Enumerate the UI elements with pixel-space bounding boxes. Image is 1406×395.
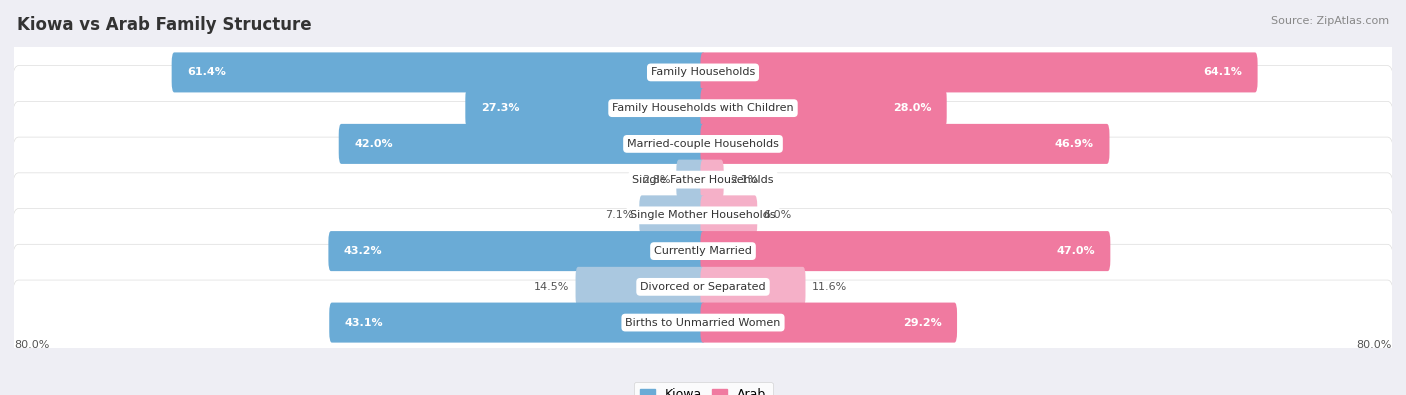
FancyBboxPatch shape [11,30,1395,115]
Text: Source: ZipAtlas.com: Source: ZipAtlas.com [1271,16,1389,26]
FancyBboxPatch shape [329,231,706,271]
FancyBboxPatch shape [676,160,706,199]
Text: 7.1%: 7.1% [605,211,633,220]
FancyBboxPatch shape [329,303,706,342]
Text: Currently Married: Currently Married [654,246,752,256]
FancyBboxPatch shape [11,137,1395,222]
Text: Divorced or Separated: Divorced or Separated [640,282,766,292]
Text: 43.2%: 43.2% [344,246,382,256]
Text: 80.0%: 80.0% [1357,340,1392,350]
Text: 28.0%: 28.0% [893,103,931,113]
FancyBboxPatch shape [700,160,724,199]
Legend: Kiowa, Arab: Kiowa, Arab [634,382,772,395]
Text: 64.1%: 64.1% [1204,68,1241,77]
FancyBboxPatch shape [575,267,706,307]
FancyBboxPatch shape [11,102,1395,186]
Text: 47.0%: 47.0% [1056,246,1095,256]
FancyBboxPatch shape [11,173,1395,258]
FancyBboxPatch shape [640,196,706,235]
Text: 2.8%: 2.8% [641,175,671,184]
Text: 80.0%: 80.0% [14,340,49,350]
Text: Family Households with Children: Family Households with Children [612,103,794,113]
FancyBboxPatch shape [11,209,1395,293]
FancyBboxPatch shape [700,196,758,235]
Text: 43.1%: 43.1% [344,318,384,327]
FancyBboxPatch shape [700,53,1257,92]
Text: 42.0%: 42.0% [354,139,392,149]
FancyBboxPatch shape [700,88,946,128]
Text: Kiowa vs Arab Family Structure: Kiowa vs Arab Family Structure [17,16,312,34]
FancyBboxPatch shape [700,231,1111,271]
FancyBboxPatch shape [172,53,706,92]
FancyBboxPatch shape [339,124,706,164]
Text: Single Mother Households: Single Mother Households [630,211,776,220]
Text: 27.3%: 27.3% [481,103,519,113]
Text: 14.5%: 14.5% [534,282,569,292]
FancyBboxPatch shape [11,245,1395,329]
Text: 11.6%: 11.6% [811,282,846,292]
FancyBboxPatch shape [700,124,1109,164]
FancyBboxPatch shape [700,303,957,342]
Text: 61.4%: 61.4% [187,68,226,77]
Text: Family Households: Family Households [651,68,755,77]
Text: Births to Unmarried Women: Births to Unmarried Women [626,318,780,327]
Text: 29.2%: 29.2% [903,318,942,327]
Text: 6.0%: 6.0% [763,211,792,220]
Text: Single Father Households: Single Father Households [633,175,773,184]
FancyBboxPatch shape [11,66,1395,150]
Text: 46.9%: 46.9% [1054,139,1094,149]
FancyBboxPatch shape [465,88,706,128]
Text: 2.1%: 2.1% [730,175,758,184]
Text: Married-couple Households: Married-couple Households [627,139,779,149]
FancyBboxPatch shape [700,267,806,307]
FancyBboxPatch shape [11,280,1395,365]
